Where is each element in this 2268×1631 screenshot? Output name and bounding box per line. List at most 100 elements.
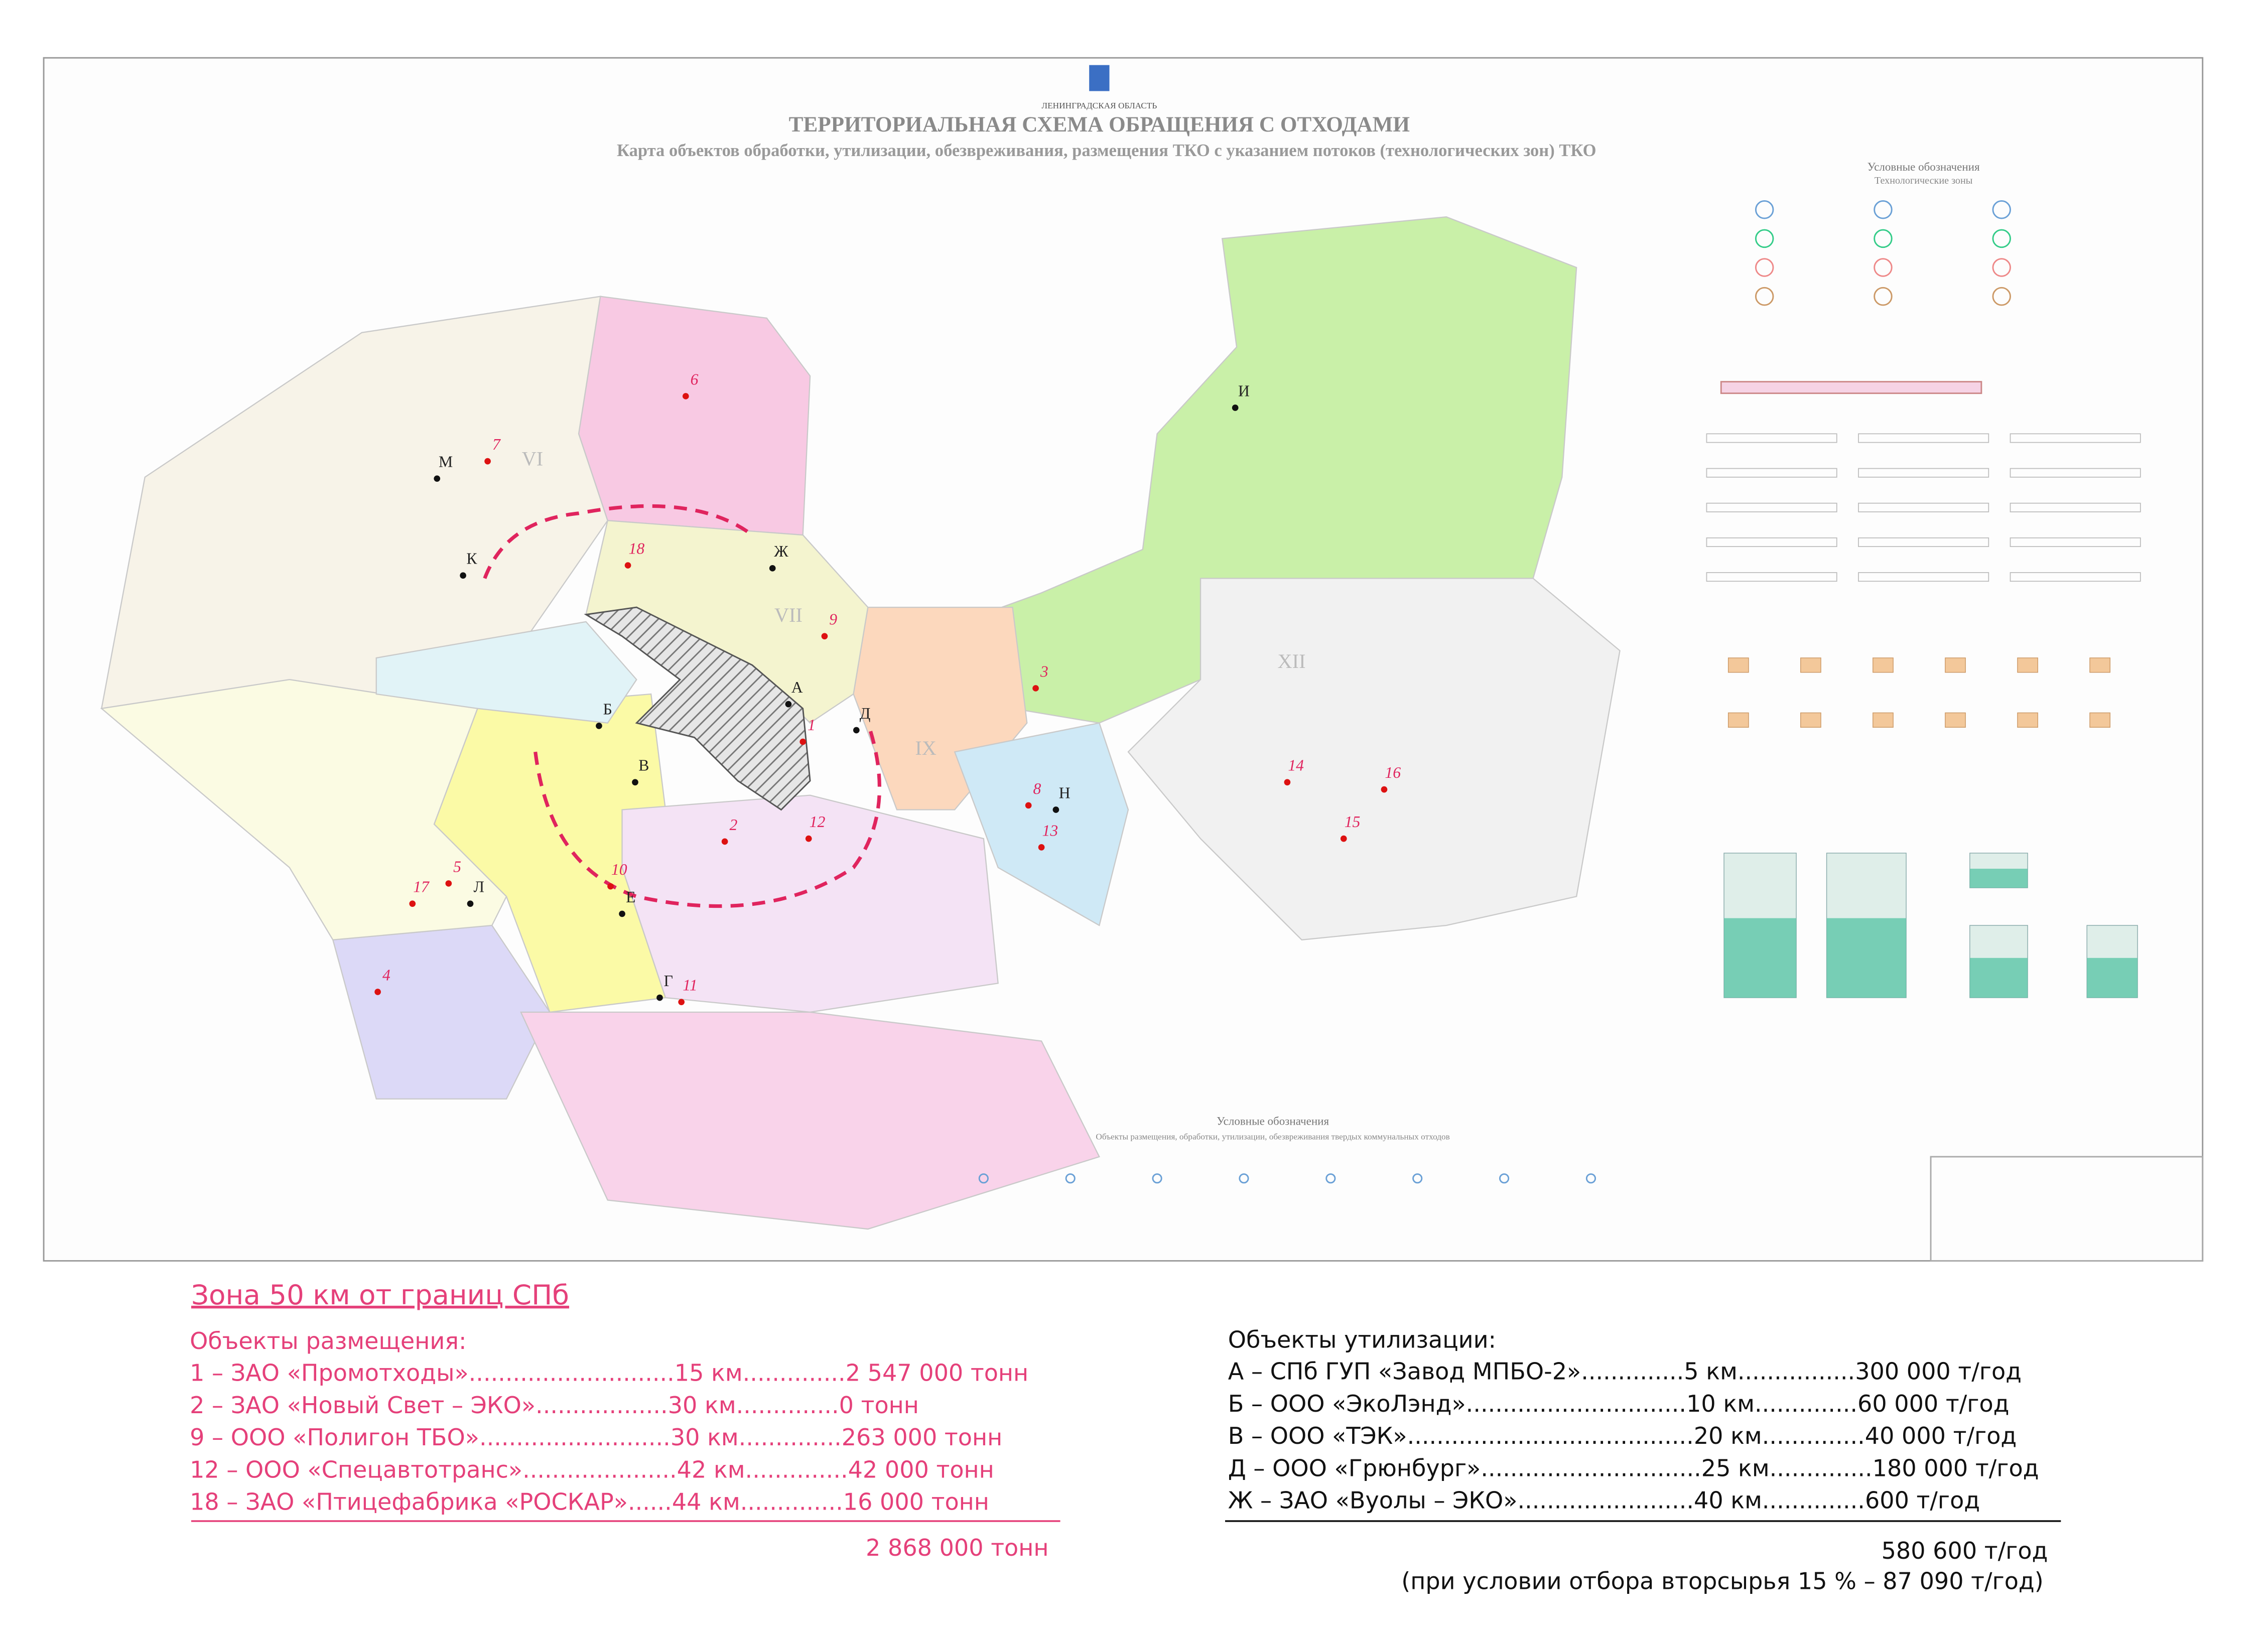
map-regions: [100, 216, 1621, 1230]
map-point: [484, 458, 491, 465]
legend-cell: [2017, 712, 2038, 728]
legend-title: Условные обозначения: [1867, 160, 1980, 173]
bottom-legend-subtitle: Объекты размещения, обработки, утилизаци…: [1096, 1132, 1449, 1141]
map-point: [1232, 404, 1239, 411]
legend-row: [2010, 537, 2141, 547]
utilization-row: В – ООО «ТЭК»...........................…: [1228, 1422, 2017, 1449]
zone50-row: 18 – ЗАО «Птицефабрика «РОСКАР»......44 …: [190, 1488, 989, 1516]
legend-fill: [1969, 869, 2028, 888]
zone50-title: Зона 50 км от границ СПб: [191, 1279, 569, 1311]
coat-of-arms: [1089, 65, 1110, 91]
legend-row: [2010, 502, 2141, 512]
legend-icon: [1992, 258, 2011, 277]
legend-icon: [1755, 229, 1774, 248]
bottom-legend-icon: [978, 1173, 989, 1184]
map-subtitle: Карта объектов обработки, утилизации, об…: [617, 141, 1596, 160]
legend-row: [1706, 433, 1837, 443]
map-label: 3: [1040, 662, 1048, 680]
map-point: [434, 475, 441, 482]
legend-cell: [1945, 712, 1966, 728]
legend-icon: [1992, 287, 2011, 306]
legend-cell: [1873, 657, 1894, 673]
map-label: 12: [810, 813, 826, 831]
map-point: [607, 883, 614, 890]
utilization-note: (при условии отбора вторсырья 15 % – 87 …: [1401, 1567, 2043, 1594]
utilization-row: А – СПб ГУП «Завод МПБО-2»..............…: [1228, 1358, 2022, 1385]
map-label: 14: [1288, 757, 1304, 774]
map-point: [1032, 685, 1039, 692]
map-point: [467, 900, 474, 907]
zone50-row: 9 – ООО «Полигон ТБО»...................…: [190, 1424, 1002, 1451]
legend-row: [1858, 468, 1989, 478]
map-label: 4: [382, 966, 390, 984]
legend-row: [1706, 537, 1837, 547]
stamp-box: [1930, 1156, 2204, 1262]
map-point: [853, 727, 860, 734]
map-label: 8: [1033, 780, 1041, 797]
legend-bar: [1720, 381, 1982, 394]
map-label: А: [791, 678, 803, 696]
utilization-row: Д – ООО «Грюнбург»......................…: [1228, 1454, 2039, 1481]
map-point: [1038, 844, 1045, 851]
legend-row: [1706, 572, 1837, 582]
map-point: [678, 999, 685, 1006]
map-point: [596, 723, 602, 729]
region: [1127, 578, 1621, 940]
map-label: IX: [915, 737, 937, 759]
bottom-legend-icon: [1325, 1173, 1336, 1184]
legend-subtitle: Технологические зоны: [1875, 175, 1973, 186]
legend-cell: [1800, 712, 1821, 728]
utilization-rows: А – СПб ГУП «Завод МПБО-2»..............…: [1228, 1358, 2039, 1514]
map-point: [624, 562, 631, 569]
map-point: [632, 779, 638, 786]
map-label: 9: [829, 611, 837, 628]
legend-row: [1858, 502, 1989, 512]
bottom-legend-icon: [1152, 1173, 1162, 1184]
map-point: [1052, 806, 1059, 813]
map-title: ТЕРРИТОРИАЛЬНАЯ СХЕМА ОБРАЩЕНИЯ С ОТХОДА…: [789, 112, 1410, 137]
legend-icon: [1874, 258, 1893, 277]
map-point: [682, 393, 689, 399]
legend-cell: [1727, 657, 1749, 673]
region: [520, 1011, 1100, 1230]
map-points: М 7 VI 6 К 18 Ж 9 А Б 1 Д IX 3 И В 2 12 8 Н 13 14 16 15 XII 5 17 Л 1…: [374, 370, 1401, 1006]
map-label: 10: [611, 861, 627, 878]
map-point: [805, 835, 812, 842]
map-point: [1025, 802, 1032, 809]
utilization-row: Ж – ЗАО «Вуолы – ЭКО»...................…: [1228, 1487, 1980, 1514]
map-label: VII: [774, 604, 803, 626]
legend-cell: [1727, 712, 1749, 728]
map-label: М: [439, 453, 453, 471]
legend-icon: [1992, 229, 2011, 248]
bottom-legend-icon: [1239, 1173, 1249, 1184]
legend-icon: [1755, 200, 1774, 219]
legend-row: [1858, 537, 1989, 547]
legend-icon: [1874, 200, 1893, 219]
map-label: Б: [603, 700, 612, 718]
map-point: [1340, 835, 1347, 842]
map-label: Л: [474, 878, 485, 896]
map-label: Ж: [774, 542, 788, 560]
map-point: [1284, 779, 1291, 786]
legend-row: [1706, 502, 1837, 512]
region: [621, 794, 999, 1013]
zone50-total: 2 868 000 тонн: [866, 1534, 1048, 1561]
map-label: Д: [860, 705, 871, 722]
map-point: [1381, 786, 1388, 793]
zone50-row: 2 – ЗАО «Новый Свет – ЭКО»..............…: [190, 1392, 919, 1419]
map-point: [785, 701, 792, 708]
legend-row: [2010, 572, 2141, 582]
map-label: 15: [1345, 813, 1361, 831]
water: [375, 621, 637, 724]
bottom-legend-title: Условные обозначения: [1217, 1115, 1329, 1128]
zone50-row: 12 – ООО «Спецавтотранс»................…: [190, 1456, 994, 1483]
legend-cell: [1873, 712, 1894, 728]
legend-fill: [2087, 958, 2138, 998]
map-label: 11: [683, 977, 697, 994]
map-label: 1: [808, 716, 816, 734]
legend-decoration: [978, 200, 2141, 1184]
map-label: 5: [453, 858, 461, 875]
map-label: 6: [691, 370, 699, 388]
legend-fill: [1969, 958, 2028, 998]
